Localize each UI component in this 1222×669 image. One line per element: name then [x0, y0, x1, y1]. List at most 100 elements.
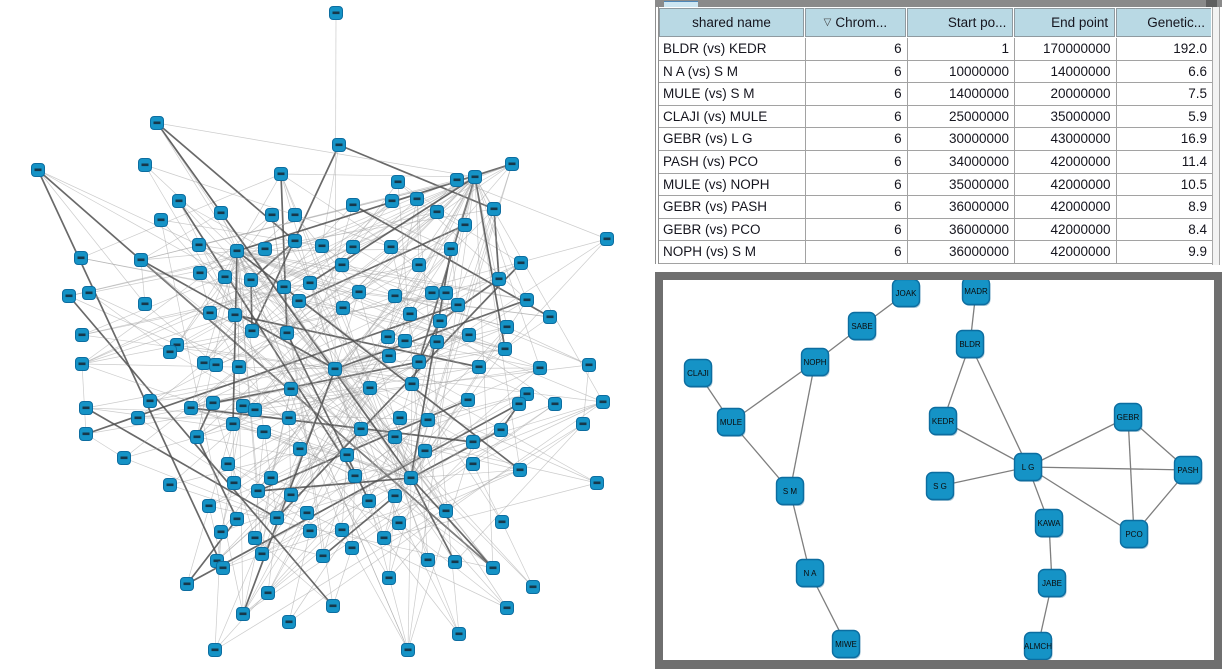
network-node[interactable]	[184, 401, 198, 415]
network-node[interactable]	[284, 382, 298, 396]
overview-network-panel[interactable]	[0, 0, 655, 669]
network-node[interactable]	[363, 381, 377, 395]
network-node[interactable]	[452, 627, 466, 641]
network-node[interactable]: BLDR	[955, 329, 985, 360]
network-node[interactable]	[401, 643, 415, 657]
network-node[interactable]: JABE	[1037, 568, 1067, 599]
network-node[interactable]: KAWA	[1034, 508, 1064, 539]
network-node[interactable]	[303, 276, 317, 290]
network-node[interactable]	[377, 531, 391, 545]
network-node[interactable]	[582, 358, 596, 372]
network-node[interactable]	[75, 328, 89, 342]
network-node[interactable]	[244, 273, 258, 287]
network-node[interactable]	[335, 258, 349, 272]
network-node[interactable]	[439, 504, 453, 518]
network-node[interactable]	[192, 238, 206, 252]
network-node[interactable]	[209, 358, 223, 372]
network-node[interactable]	[433, 314, 447, 328]
network-node[interactable]	[388, 430, 402, 444]
network-node[interactable]	[468, 170, 482, 184]
network-node[interactable]	[282, 411, 296, 425]
network-node[interactable]: N A	[795, 558, 825, 589]
network-node[interactable]	[79, 427, 93, 441]
detail-network-canvas[interactable]: JOAK SABE NOPH CLAJI MULE S M N A MIWE MADR BLDR K…	[663, 280, 1214, 660]
network-node[interactable]	[345, 541, 359, 555]
network-node[interactable]	[190, 430, 204, 444]
network-node[interactable]	[172, 194, 186, 208]
network-node[interactable]	[79, 401, 93, 415]
network-node[interactable]	[75, 357, 89, 371]
network-node[interactable]: MIWE	[831, 629, 861, 660]
table-row[interactable]: PASH (vs) PCO 6 34000000 42000000 11.4	[659, 150, 1212, 174]
network-node[interactable]	[270, 511, 284, 525]
network-node[interactable]: ALMCH	[1023, 631, 1053, 661]
network-node[interactable]: JOAK	[891, 280, 921, 308]
network-node[interactable]	[548, 397, 562, 411]
network-node[interactable]	[486, 561, 500, 575]
network-node[interactable]	[230, 244, 244, 258]
column-header-start-point[interactable]: Start po...	[906, 8, 1014, 37]
network-node[interactable]	[403, 307, 417, 321]
network-node[interactable]	[280, 326, 294, 340]
network-node[interactable]	[202, 499, 216, 513]
network-node[interactable]	[221, 457, 235, 471]
network-node[interactable]	[336, 301, 350, 315]
network-node[interactable]	[326, 599, 340, 613]
network-node[interactable]: PASH	[1173, 455, 1203, 486]
network-node[interactable]	[430, 205, 444, 219]
network-node[interactable]	[274, 167, 288, 181]
network-node[interactable]	[348, 469, 362, 483]
network-node[interactable]: SABE	[847, 311, 877, 342]
network-node[interactable]	[412, 258, 426, 272]
network-node[interactable]	[143, 394, 157, 408]
table-row[interactable]: N A (vs) S M 6 10000000 14000000 6.6	[659, 60, 1212, 84]
network-node[interactable]: NOPH	[800, 347, 830, 378]
network-node[interactable]	[138, 158, 152, 172]
network-node[interactable]	[430, 335, 444, 349]
network-node[interactable]	[193, 266, 207, 280]
detail-network-canvas-area[interactable]: JOAK SABE NOPH CLAJI MULE S M N A MIWE MADR BLDR K…	[663, 280, 1214, 660]
network-node[interactable]	[292, 294, 306, 308]
network-node[interactable]	[340, 448, 354, 462]
network-node[interactable]	[543, 310, 557, 324]
network-node[interactable]	[228, 308, 242, 322]
column-header-shared-name[interactable]: shared name	[659, 8, 805, 37]
network-node[interactable]	[328, 362, 342, 376]
network-node[interactable]	[354, 422, 368, 436]
network-node[interactable]	[154, 213, 168, 227]
network-node[interactable]	[134, 253, 148, 267]
overview-network-canvas[interactable]	[0, 0, 655, 669]
network-node[interactable]	[258, 242, 272, 256]
network-node[interactable]	[404, 471, 418, 485]
network-node[interactable]	[335, 523, 349, 537]
column-header-genetic[interactable]: Genetic...	[1116, 8, 1211, 37]
table-vertical-scrollbar[interactable]	[1212, 7, 1220, 265]
network-node[interactable]	[391, 175, 405, 189]
network-node[interactable]	[346, 198, 360, 212]
network-node[interactable]	[425, 286, 439, 300]
network-node[interactable]: S M	[775, 476, 805, 507]
network-node[interactable]	[293, 442, 307, 456]
network-node[interactable]	[421, 553, 435, 567]
network-node[interactable]	[451, 298, 465, 312]
network-node[interactable]	[277, 280, 291, 294]
network-node[interactable]	[216, 561, 230, 575]
network-node[interactable]	[248, 531, 262, 545]
network-node[interactable]	[230, 512, 244, 526]
table-row[interactable]: BLDR (vs) KEDR 6 1 170000000 192.0	[659, 38, 1212, 61]
network-node[interactable]	[505, 157, 519, 171]
network-node[interactable]	[362, 494, 376, 508]
network-node[interactable]	[232, 360, 246, 374]
network-node[interactable]	[180, 577, 194, 591]
network-node[interactable]	[288, 234, 302, 248]
network-node[interactable]: S G	[925, 471, 955, 502]
network-node[interactable]	[385, 194, 399, 208]
network-node[interactable]	[248, 403, 262, 417]
network-node[interactable]	[382, 571, 396, 585]
table-row[interactable]: GEBR (vs) L G 6 30000000 43000000 16.9	[659, 128, 1212, 151]
network-node[interactable]	[398, 334, 412, 348]
network-node[interactable]: KEDR	[928, 406, 958, 437]
network-node[interactable]	[214, 525, 228, 539]
network-node[interactable]	[466, 435, 480, 449]
network-node[interactable]	[410, 192, 424, 206]
